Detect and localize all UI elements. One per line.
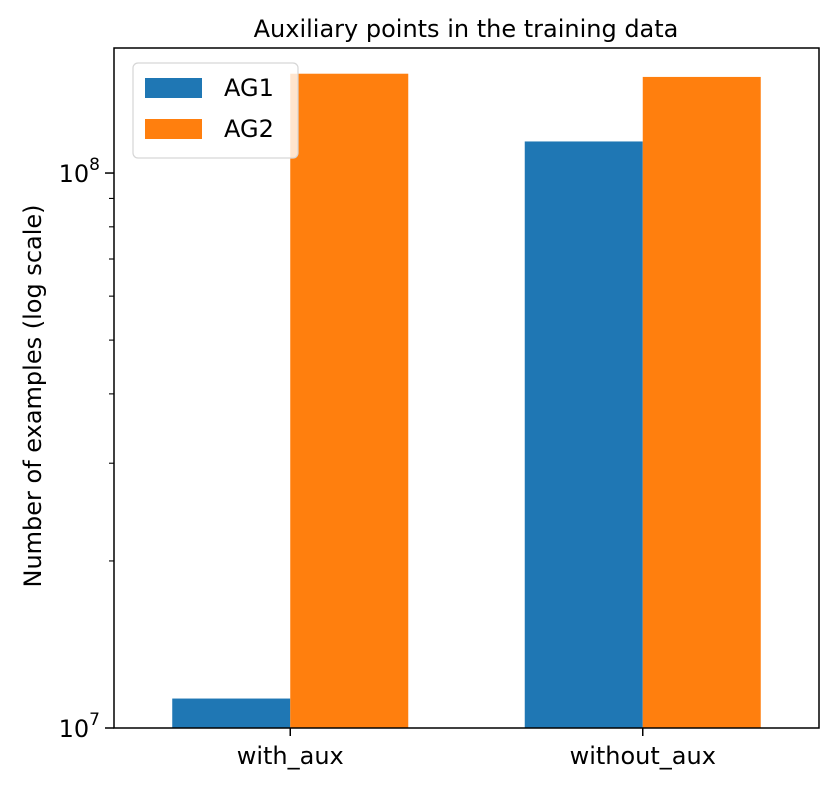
legend-label-ag2: AG2 bbox=[224, 115, 274, 143]
x-axis-ticks: with_aux without_aux bbox=[237, 728, 716, 770]
y-tick-label: 108 bbox=[59, 155, 100, 188]
bars-group bbox=[172, 73, 761, 729]
legend-swatch-ag1 bbox=[145, 78, 202, 98]
y-axis-label: Number of examples (log scale) bbox=[19, 204, 47, 587]
bar-ag2-with-aux bbox=[290, 73, 409, 728]
bar-ag2-without-aux bbox=[642, 76, 761, 729]
legend-swatch-ag2 bbox=[145, 119, 202, 139]
plot-frame bbox=[113, 47, 820, 729]
bar-ag1-with-aux bbox=[172, 698, 291, 728]
x-tick-label-without-aux: without_aux bbox=[570, 742, 716, 770]
bar-ag1-without-aux bbox=[524, 141, 643, 728]
y-tick-label: 107 bbox=[59, 710, 100, 743]
legend-label-ag1: AG1 bbox=[224, 74, 274, 102]
chart-title: Auxiliary points in the training data bbox=[254, 15, 679, 43]
x-tick-label-with-aux: with_aux bbox=[237, 742, 344, 770]
y-axis-ticks: 107 108 bbox=[59, 155, 114, 743]
